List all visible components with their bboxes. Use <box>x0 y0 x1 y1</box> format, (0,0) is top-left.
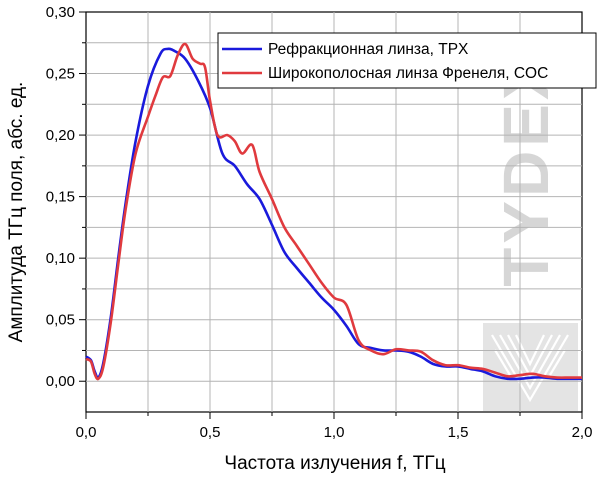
y-axis-title: Амплитуда ТГц поля, абс. ед. <box>6 82 27 343</box>
x-axis-title: Частота излучения f, ТГц <box>224 453 445 474</box>
y-tick-label: 0,00 <box>46 373 75 390</box>
watermark-logo: TYDEX <box>483 53 578 411</box>
series-line-refractive <box>85 47 582 381</box>
x-tick-label: 1,0 <box>324 424 345 441</box>
axis-ticks <box>79 11 583 419</box>
series-lines <box>85 42 582 381</box>
x-tick-labels: 0,0 0,5 1,0 1,5 2,0 <box>76 424 593 441</box>
x-tick-label: 0,0 <box>76 424 97 441</box>
legend: Рефракционная линза, TPX Широкополосная … <box>217 32 597 89</box>
series-line-fresnel <box>85 42 582 381</box>
legend-label-fresnel: Широкополосная линза Френеля, COC <box>268 65 548 82</box>
y-tick-label: 0,20 <box>46 127 75 144</box>
watermark-box <box>483 323 578 411</box>
y-tick-label: 0,30 <box>46 4 75 21</box>
watermark-text: TYDEX <box>490 53 562 286</box>
x-tick-label: 2,0 <box>572 424 593 441</box>
x-tick-label: 1,5 <box>448 424 469 441</box>
legend-label-refractive: Рефракционная линза, TPX <box>268 41 469 58</box>
x-tick-label: 0,5 <box>200 424 221 441</box>
watermark-chevron-icon <box>491 334 569 403</box>
y-tick-label: 0,10 <box>46 250 75 267</box>
y-tick-label: 0,25 <box>46 66 75 83</box>
y-tick-label: 0,15 <box>46 189 75 206</box>
legend-box <box>217 32 597 89</box>
y-tick-label: 0,05 <box>46 312 75 329</box>
y-tick-labels: 0,00 0,05 0,10 0,15 0,20 0,25 0,30 <box>46 4 75 390</box>
